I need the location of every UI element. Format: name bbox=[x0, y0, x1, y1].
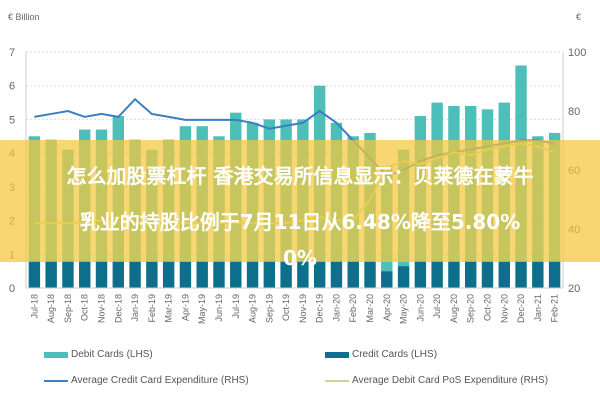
bar-credit-cards bbox=[397, 266, 410, 288]
bar-credit-cards bbox=[146, 261, 158, 288]
legend-avg-debit: Average Debit Card PoS Expenditure (RHS) bbox=[325, 375, 548, 386]
bar-credit-cards bbox=[28, 261, 41, 288]
legend-swatch bbox=[325, 379, 349, 382]
x-tick-label: Nov-20 bbox=[499, 294, 509, 323]
x-tick-label: Apr-19 bbox=[180, 294, 190, 321]
x-tick-label: Nov-18 bbox=[97, 294, 107, 323]
y-tick-label: 0 bbox=[9, 283, 15, 295]
x-tick-label: Jul-19 bbox=[231, 294, 241, 319]
bar-credit-cards bbox=[364, 261, 376, 288]
y-tick-label-right: 20 bbox=[568, 283, 580, 295]
legend-label: Average Debit Card PoS Expenditure (RHS) bbox=[352, 375, 549, 386]
x-tick-label: Feb-21 bbox=[550, 294, 560, 323]
bar-credit-cards bbox=[481, 261, 494, 288]
x-tick-label: May-20 bbox=[399, 294, 409, 324]
x-tick-label: Dec-19 bbox=[315, 294, 325, 323]
bar-credit-cards bbox=[313, 261, 326, 288]
x-tick-label: Aug-19 bbox=[248, 294, 258, 323]
x-tick-label: Mar-20 bbox=[365, 294, 375, 323]
bar-credit-cards bbox=[230, 261, 242, 288]
bar-credit-cards bbox=[95, 261, 108, 288]
bar-credit-cards bbox=[263, 261, 276, 288]
bar-credit-cards bbox=[179, 261, 192, 288]
x-tick-label: Sep-19 bbox=[264, 294, 274, 323]
x-tick-label: Aug-18 bbox=[46, 294, 56, 323]
legend-label: Average Credit Card Expenditure (RHS) bbox=[71, 375, 249, 386]
bar-credit-cards bbox=[112, 261, 125, 288]
x-tick-label: Feb-19 bbox=[147, 294, 157, 323]
x-tick-label: Jul-20 bbox=[432, 294, 442, 319]
y-axis-label-right: € bbox=[576, 12, 581, 22]
bar-credit-cards bbox=[381, 271, 393, 288]
x-tick-label: Oct-19 bbox=[281, 294, 291, 321]
x-tick-label: May-19 bbox=[197, 294, 207, 324]
x-tick-label: Sep-18 bbox=[63, 294, 73, 323]
y-tick-label: 5 bbox=[9, 114, 15, 126]
x-tick-label: Apr-20 bbox=[382, 294, 392, 321]
bar-credit-cards bbox=[414, 261, 427, 288]
x-tick-label: Nov-19 bbox=[298, 294, 308, 323]
y-tick-label-right: 100 bbox=[568, 47, 586, 59]
x-tick-label: Jan-19 bbox=[130, 294, 140, 322]
y-tick-label: 7 bbox=[9, 47, 15, 59]
x-tick-label: Dec-18 bbox=[113, 294, 123, 323]
x-tick-label: Dec-20 bbox=[516, 294, 526, 323]
bar-credit-cards bbox=[246, 261, 259, 288]
bar-credit-cards bbox=[79, 261, 91, 288]
x-tick-label: Jan-21 bbox=[533, 294, 543, 322]
x-tick-label: Oct-20 bbox=[482, 294, 492, 321]
legend-swatch bbox=[44, 379, 68, 382]
bar-credit-cards bbox=[280, 261, 292, 288]
x-tick-label: Jun-19 bbox=[214, 294, 224, 322]
bar-credit-cards bbox=[515, 261, 527, 288]
x-tick-label: Sep-20 bbox=[466, 294, 476, 323]
bar-credit-cards bbox=[45, 261, 57, 288]
bar-credit-cards bbox=[532, 261, 544, 288]
x-tick-label: Aug-20 bbox=[449, 294, 459, 323]
bar-credit-cards bbox=[498, 261, 510, 288]
bar-credit-cards bbox=[431, 261, 443, 288]
bar-credit-cards bbox=[213, 261, 225, 288]
x-tick-label: Jul-18 bbox=[29, 294, 39, 319]
legend-label: Debit Cards (LHS) bbox=[71, 349, 153, 360]
banner-line-2: 乳业的持股比例于7月11日从6.48%降至5.80% bbox=[79, 210, 521, 234]
y-tick-label: 6 bbox=[9, 81, 15, 93]
bar-credit-cards bbox=[330, 261, 343, 288]
legend-label: Credit Cards (LHS) bbox=[352, 349, 438, 360]
y-tick-label-right: 80 bbox=[568, 106, 580, 118]
y-axis-label: € Billion bbox=[8, 12, 40, 22]
banner-line-1: 怎么加股票杠杆 香港交易所信息显示：贝莱德在蒙牛 bbox=[66, 164, 534, 188]
legend-swatch bbox=[325, 351, 349, 358]
bar-credit-cards bbox=[347, 261, 359, 288]
x-tick-label: Oct-18 bbox=[80, 294, 90, 321]
legend-debit: Debit Cards (LHS) bbox=[44, 349, 153, 360]
bar-credit-cards bbox=[196, 261, 208, 288]
legend-swatch bbox=[44, 351, 68, 358]
overlay-banner: 怎么加股票杠杆 香港交易所信息显示：贝莱德在蒙牛 乳业的持股比例于7月11日从6… bbox=[0, 140, 600, 270]
banner-line-3: 0% bbox=[283, 246, 317, 270]
x-tick-label: Jun-20 bbox=[415, 294, 425, 322]
x-tick-label: Feb-20 bbox=[348, 294, 358, 323]
x-tick-label: Mar-19 bbox=[164, 294, 174, 323]
legend-avg-credit: Average Credit Card Expenditure (RHS) bbox=[44, 375, 249, 386]
bar-credit-cards bbox=[464, 261, 477, 288]
bar-credit-cards bbox=[162, 261, 175, 288]
legend-credit: Credit Cards (LHS) bbox=[325, 349, 437, 360]
bar-credit-cards bbox=[448, 261, 460, 288]
x-tick-label: Jan-20 bbox=[331, 294, 341, 322]
bar-credit-cards bbox=[62, 261, 74, 288]
bar-credit-cards bbox=[548, 261, 561, 288]
bar-credit-cards bbox=[297, 261, 309, 288]
bar-credit-cards bbox=[129, 261, 141, 288]
